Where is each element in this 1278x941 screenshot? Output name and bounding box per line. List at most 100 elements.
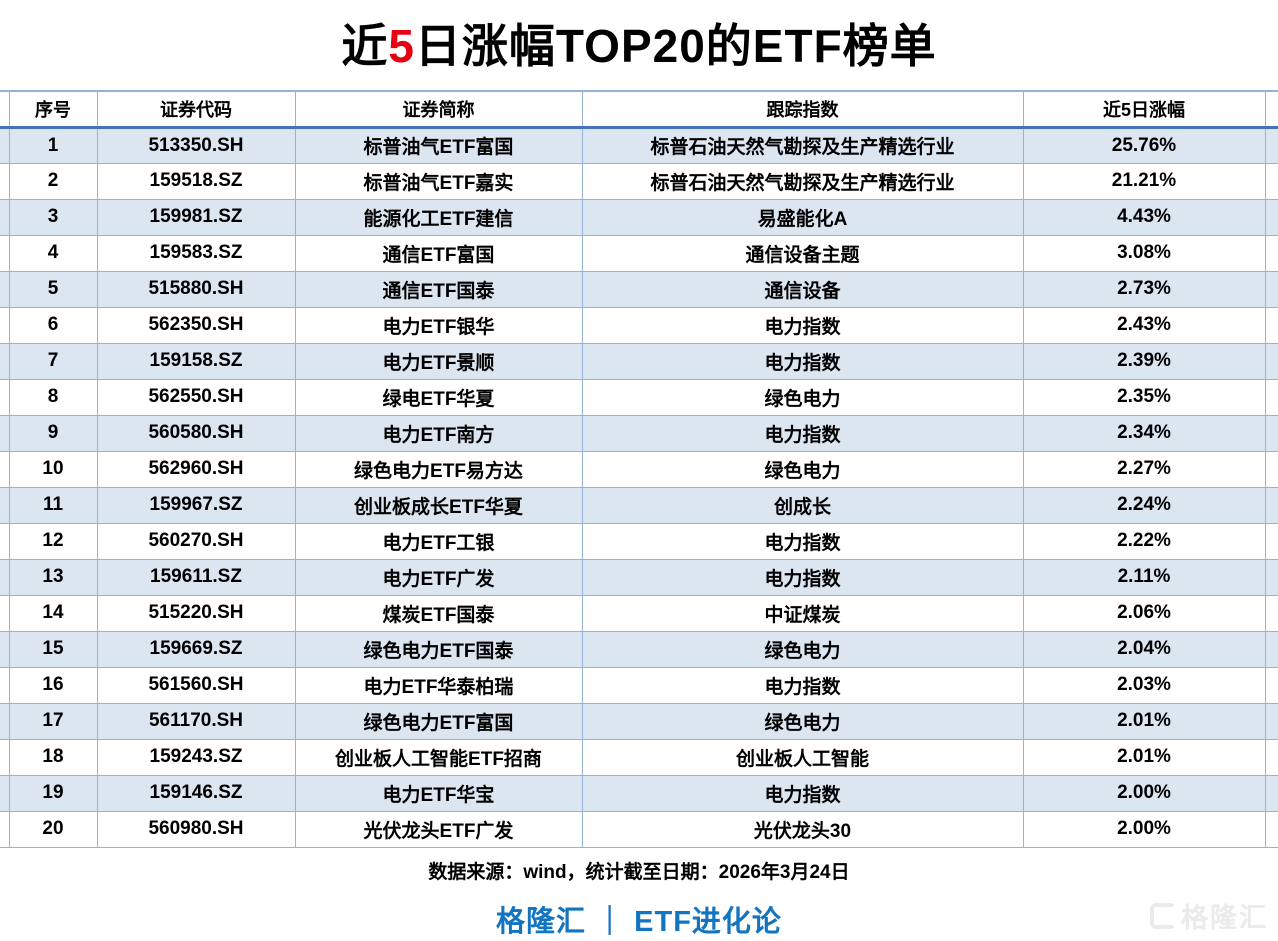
cell-code: 159158.SZ xyxy=(96,342,296,380)
row-right-sliver xyxy=(1264,630,1278,668)
cell-index: 创业板人工智能 xyxy=(581,738,1024,776)
cell-change: 2.35% xyxy=(1022,378,1266,416)
cell-name: 电力ETF南方 xyxy=(294,414,583,452)
row-left-sliver xyxy=(0,702,10,740)
cell-rank: 16 xyxy=(8,666,98,704)
header-right-sliver xyxy=(1264,90,1278,129)
cell-rank: 20 xyxy=(8,810,98,848)
header-change: 近5日涨幅 xyxy=(1022,90,1266,129)
page-title: 近5日涨幅TOP20的ETF榜单 xyxy=(0,0,1278,88)
cell-change: 2.01% xyxy=(1022,738,1266,776)
table-row: 15 159669.SZ 绿色电力ETF国泰 绿色电力 2.04% xyxy=(0,630,1278,668)
row-left-sliver xyxy=(0,630,10,668)
cell-name: 能源化工ETF建信 xyxy=(294,198,583,236)
cell-index: 标普石油天然气勘探及生产精选行业 xyxy=(581,162,1024,200)
cell-rank: 10 xyxy=(8,450,98,488)
row-left-sliver xyxy=(0,450,10,488)
cell-rank: 3 xyxy=(8,198,98,236)
title-highlight-5: 5 xyxy=(388,20,415,72)
cell-change: 2.06% xyxy=(1022,594,1266,632)
cell-index: 电力指数 xyxy=(581,774,1024,812)
cell-name: 电力ETF景顺 xyxy=(294,342,583,380)
cell-index: 电力指数 xyxy=(581,414,1024,452)
cell-change: 2.73% xyxy=(1022,270,1266,308)
row-right-sliver xyxy=(1264,306,1278,344)
cell-index: 电力指数 xyxy=(581,342,1024,380)
row-right-sliver xyxy=(1264,126,1278,164)
row-right-sliver xyxy=(1264,594,1278,632)
cell-code: 562350.SH xyxy=(96,306,296,344)
table-row: 18 159243.SZ 创业板人工智能ETF招商 创业板人工智能 2.01% xyxy=(0,738,1278,776)
cell-index: 电力指数 xyxy=(581,306,1024,344)
row-left-sliver xyxy=(0,594,10,632)
cell-rank: 15 xyxy=(8,630,98,668)
row-right-sliver xyxy=(1264,774,1278,812)
cell-code: 513350.SH xyxy=(96,126,296,164)
cell-name: 电力ETF广发 xyxy=(294,558,583,596)
table-row: 7 159158.SZ 电力ETF景顺 电力指数 2.39% xyxy=(0,342,1278,380)
cell-code: 159146.SZ xyxy=(96,774,296,812)
cell-name: 创业板成长ETF华夏 xyxy=(294,486,583,524)
cell-name: 绿电ETF华夏 xyxy=(294,378,583,416)
cell-rank: 14 xyxy=(8,594,98,632)
row-right-sliver xyxy=(1264,738,1278,776)
brand-signature: 格隆汇 ｜ ETF进化论 xyxy=(496,905,782,938)
table-row: 13 159611.SZ 电力ETF广发 电力指数 2.11% xyxy=(0,558,1278,596)
cell-change: 25.76% xyxy=(1022,126,1266,164)
table-row: 1 513350.SH 标普油气ETF富国 标普石油天然气勘探及生产精选行业 2… xyxy=(0,126,1278,164)
cell-rank: 5 xyxy=(8,270,98,308)
table-row: 6 562350.SH 电力ETF银华 电力指数 2.43% xyxy=(0,306,1278,344)
row-right-sliver xyxy=(1264,234,1278,272)
cell-code: 159967.SZ xyxy=(96,486,296,524)
cell-code: 560580.SH xyxy=(96,414,296,452)
cell-rank: 4 xyxy=(8,234,98,272)
table-row: 9 560580.SH 电力ETF南方 电力指数 2.34% xyxy=(0,414,1278,452)
cell-name: 光伏龙头ETF广发 xyxy=(294,810,583,848)
table-row: 16 561560.SH 电力ETF华泰柏瑞 电力指数 2.03% xyxy=(0,666,1278,704)
cell-name: 绿色电力ETF易方达 xyxy=(294,450,583,488)
cell-code: 562550.SH xyxy=(96,378,296,416)
cell-index: 绿色电力 xyxy=(581,630,1024,668)
header-rank: 序号 xyxy=(8,90,98,129)
cell-change: 4.43% xyxy=(1022,198,1266,236)
row-right-sliver xyxy=(1264,450,1278,488)
table-row: 14 515220.SH 煤炭ETF国泰 中证煤炭 2.06% xyxy=(0,594,1278,632)
row-right-sliver xyxy=(1264,378,1278,416)
cell-index: 电力指数 xyxy=(581,558,1024,596)
row-right-sliver xyxy=(1264,414,1278,452)
cell-name: 创业板人工智能ETF招商 xyxy=(294,738,583,776)
row-left-sliver xyxy=(0,162,10,200)
header-index: 跟踪指数 xyxy=(581,90,1024,129)
cell-rank: 8 xyxy=(8,378,98,416)
cell-name: 标普油气ETF嘉实 xyxy=(294,162,583,200)
cell-change: 2.22% xyxy=(1022,522,1266,560)
cell-change: 2.00% xyxy=(1022,774,1266,812)
cell-code: 159518.SZ xyxy=(96,162,296,200)
cell-rank: 11 xyxy=(8,486,98,524)
row-left-sliver xyxy=(0,126,10,164)
row-right-sliver xyxy=(1264,558,1278,596)
table-row: 8 562550.SH 绿电ETF华夏 绿色电力 2.35% xyxy=(0,378,1278,416)
cell-change: 2.27% xyxy=(1022,450,1266,488)
row-left-sliver xyxy=(0,558,10,596)
cell-rank: 12 xyxy=(8,522,98,560)
row-left-sliver xyxy=(0,342,10,380)
row-left-sliver xyxy=(0,738,10,776)
cell-name: 标普油气ETF富国 xyxy=(294,126,583,164)
cell-code: 560980.SH xyxy=(96,810,296,848)
cell-code: 159981.SZ xyxy=(96,198,296,236)
cell-name: 煤炭ETF国泰 xyxy=(294,594,583,632)
cell-name: 电力ETF工银 xyxy=(294,522,583,560)
cell-index: 通信设备 xyxy=(581,270,1024,308)
cell-rank: 17 xyxy=(8,702,98,740)
row-left-sliver xyxy=(0,414,10,452)
watermark-text: 格隆汇 xyxy=(1181,903,1268,933)
cell-index: 标普石油天然气勘探及生产精选行业 xyxy=(581,126,1024,164)
cell-code: 159669.SZ xyxy=(96,630,296,668)
table-row: 4 159583.SZ 通信ETF富国 通信设备主题 3.08% xyxy=(0,234,1278,272)
cell-name: 电力ETF华泰柏瑞 xyxy=(294,666,583,704)
cell-code: 159611.SZ xyxy=(96,558,296,596)
table-row: 20 560980.SH 光伏龙头ETF广发 光伏龙头30 2.00% xyxy=(0,810,1278,848)
row-left-sliver xyxy=(0,378,10,416)
row-right-sliver xyxy=(1264,270,1278,308)
